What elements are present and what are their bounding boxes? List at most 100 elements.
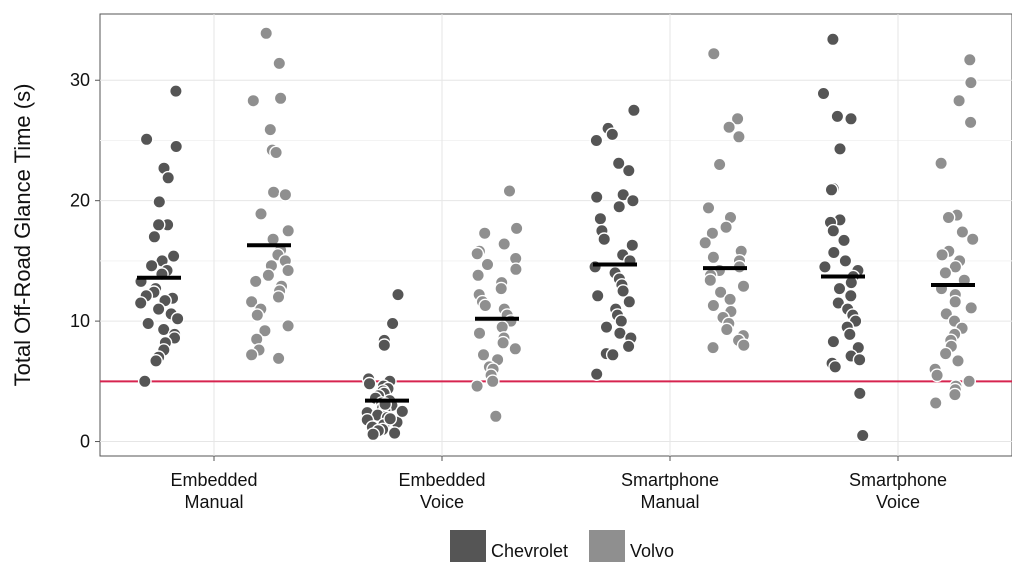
data-point <box>470 379 484 393</box>
data-point <box>826 334 841 349</box>
data-point <box>955 225 970 239</box>
data-point <box>366 427 380 442</box>
x-tick-label-line: Smartphone <box>621 470 719 490</box>
x-tick-label: Embedded Voice <box>398 470 485 512</box>
data-point <box>599 320 614 334</box>
data-point <box>391 287 405 302</box>
data-point <box>706 46 721 61</box>
data-point <box>828 359 843 374</box>
data-point <box>593 211 608 226</box>
data-point <box>964 300 979 315</box>
data-point <box>625 238 640 253</box>
data-point <box>169 139 184 154</box>
data-point <box>844 111 858 126</box>
data-point <box>272 56 287 71</box>
y-axis: 0 10 20 30 <box>70 70 100 452</box>
data-point <box>730 111 745 126</box>
data-point <box>719 322 734 337</box>
data-point <box>261 268 276 283</box>
data-point <box>706 340 720 355</box>
y-tick-label: 10 <box>70 311 90 331</box>
data-point <box>723 292 737 307</box>
data-point <box>713 285 728 300</box>
data-point <box>257 323 272 338</box>
data-point <box>830 109 845 124</box>
data-point <box>616 187 631 202</box>
data-point <box>269 145 283 160</box>
x-tick-label-line: Embedded <box>398 470 485 490</box>
data-point <box>485 374 500 389</box>
x-tick-label: Smartphone Voice <box>849 470 947 512</box>
data-point <box>149 353 163 368</box>
data-point <box>736 338 751 353</box>
y-tick-label: 20 <box>70 191 90 211</box>
x-tick-label-line: Voice <box>420 492 464 512</box>
data-point <box>144 258 159 273</box>
data-point <box>951 353 965 368</box>
data-point <box>141 316 156 331</box>
y-tick-label: 30 <box>70 70 90 90</box>
data-point <box>962 374 976 389</box>
data-point <box>497 237 512 251</box>
data-point <box>478 298 493 313</box>
data-point <box>816 86 831 101</box>
data-point <box>151 217 166 232</box>
data-point <box>589 133 604 148</box>
data-point <box>621 339 636 354</box>
data-point <box>965 232 980 247</box>
data-point <box>928 396 943 410</box>
data-point <box>855 428 870 443</box>
data-point <box>843 288 858 303</box>
data-point <box>614 314 629 328</box>
data-point <box>377 338 392 353</box>
data-point <box>622 294 637 309</box>
data-point <box>852 386 867 401</box>
data-point <box>509 221 524 236</box>
data-point <box>824 182 839 197</box>
data-point <box>838 253 853 268</box>
data-point <box>589 190 604 205</box>
data-point <box>963 115 978 130</box>
data-point <box>818 259 832 274</box>
data-point <box>273 91 288 106</box>
data-point <box>470 246 485 261</box>
data-point <box>137 374 152 389</box>
data-point <box>271 351 286 366</box>
y-axis-title: Total Off-Road Glance Time (s) <box>10 84 35 387</box>
data-point <box>832 281 847 296</box>
data-point <box>502 184 517 198</box>
data-point <box>278 187 293 202</box>
data-point <box>826 32 840 47</box>
data-point <box>930 368 944 383</box>
data-point <box>962 52 977 67</box>
y-tick-label: 0 <box>80 432 90 452</box>
data-point <box>509 262 523 277</box>
data-point <box>605 127 620 142</box>
data-point <box>254 206 268 221</box>
data-point <box>705 226 720 241</box>
data-point <box>383 411 398 426</box>
x-tick-label: Embedded Manual <box>170 470 257 512</box>
data-point <box>948 294 963 309</box>
data-point <box>244 294 259 309</box>
data-point <box>952 93 966 108</box>
data-point <box>133 296 148 310</box>
data-point <box>703 273 718 288</box>
data-point <box>151 302 166 316</box>
data-point <box>934 156 948 171</box>
data-point <box>246 93 261 108</box>
data-point <box>712 157 727 172</box>
data-point <box>698 235 713 250</box>
legend-swatch <box>450 530 486 562</box>
x-tick-label-line: Smartphone <box>849 470 947 490</box>
data-point <box>494 281 509 296</box>
data-point <box>152 194 167 209</box>
data-point <box>938 265 953 280</box>
data-point <box>597 232 612 247</box>
data-point <box>627 103 641 118</box>
data-point <box>244 347 259 362</box>
data-point <box>168 84 183 99</box>
data-point <box>826 223 841 238</box>
data-point <box>589 367 604 381</box>
